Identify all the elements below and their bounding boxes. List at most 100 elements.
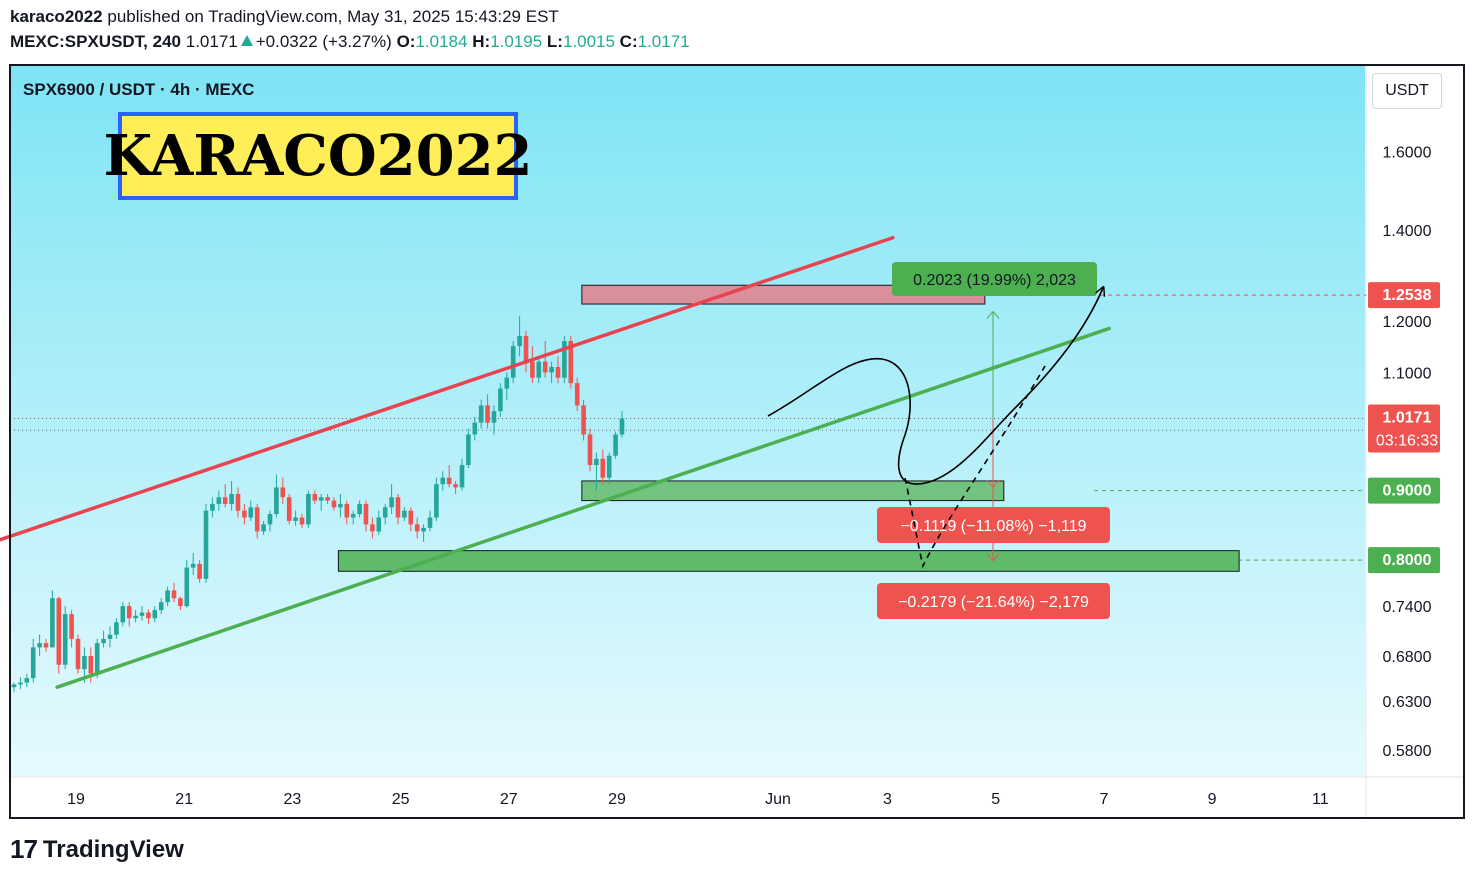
candle-body xyxy=(216,497,222,504)
ohlc-bar: MEXC:SPXUSDT, 240 1.0171 +0.0322 (+3.27%)… xyxy=(10,32,690,52)
candle-body xyxy=(248,507,254,518)
candle-body xyxy=(171,590,177,599)
x-tick-label: 19 xyxy=(67,791,85,808)
measure-down-arrow-icon xyxy=(986,553,1000,562)
candle-body xyxy=(562,340,567,378)
candle-body xyxy=(190,563,196,568)
y-tick-label: 0.6800 xyxy=(1383,649,1432,666)
measure-label-box xyxy=(892,262,1097,296)
price-label-tag xyxy=(1368,547,1440,574)
open-value: 1.0184 xyxy=(415,32,468,51)
candle-body xyxy=(158,602,164,611)
candle-body xyxy=(536,361,542,378)
price-label-tag xyxy=(1368,477,1440,504)
measure-down-arrow-icon xyxy=(986,479,1000,489)
close-value: 1.0171 xyxy=(637,32,690,51)
candle-body xyxy=(485,405,490,423)
candle-body xyxy=(331,500,337,508)
candle-body xyxy=(280,487,286,498)
candle-body xyxy=(293,517,298,521)
candle-body xyxy=(523,335,529,362)
candle-body xyxy=(261,524,266,532)
y-tick-label: 0.6300 xyxy=(1383,694,1432,711)
price-change: +0.0322 (+3.27%) xyxy=(255,32,392,51)
up-triangle-icon xyxy=(240,35,253,46)
price-label-tag xyxy=(1368,282,1440,309)
projection-path-dashed xyxy=(904,365,1046,569)
resistance-trendline xyxy=(0,235,895,542)
candle-body xyxy=(11,684,17,688)
candle-body xyxy=(62,614,68,665)
candle-body xyxy=(299,517,305,525)
candle-body xyxy=(184,567,190,607)
x-tick-label: 7 xyxy=(1099,791,1108,808)
x-tick-label: 21 xyxy=(175,791,193,808)
candle-body xyxy=(459,465,465,488)
publish-info: karaco2022 published on TradingView.com,… xyxy=(10,7,559,27)
candle-body xyxy=(75,638,81,670)
tradingview-wordmark: TradingView xyxy=(42,835,184,863)
measure-up-arrow-icon xyxy=(986,310,1000,319)
candle-body xyxy=(517,335,522,347)
candle-body xyxy=(133,615,138,619)
candle-body xyxy=(338,503,343,508)
tradingview-logo-icon: 17 xyxy=(10,834,38,864)
publish-text: published on TradingView.com, May 31, 20… xyxy=(107,7,559,26)
candle-body xyxy=(382,507,388,518)
candle-body xyxy=(203,510,209,579)
candle-body xyxy=(542,361,548,373)
candle-body xyxy=(414,524,420,532)
high-key: H: xyxy=(472,32,491,51)
candle-body xyxy=(510,346,516,378)
candle-body xyxy=(88,656,94,674)
x-tick-label: 23 xyxy=(284,791,302,808)
candle-body xyxy=(69,614,74,639)
candle-body xyxy=(152,610,158,619)
candle-body xyxy=(318,497,324,501)
candle-body xyxy=(600,458,606,478)
candle-body xyxy=(453,484,458,488)
candle-body xyxy=(254,507,260,532)
last-price: 1.0171 xyxy=(185,32,238,51)
candle-body xyxy=(594,458,599,466)
chart-frame xyxy=(9,64,1465,819)
y-tick-label: 1.4000 xyxy=(1383,223,1432,240)
candle-body xyxy=(101,638,106,644)
footer-brand[interactable]: 17 TradingView xyxy=(10,834,184,865)
candle-body xyxy=(56,598,62,665)
candle-body xyxy=(24,678,30,683)
projection-path-solid xyxy=(767,288,1103,485)
high-value: 1.0195 xyxy=(490,32,543,51)
candle-body xyxy=(389,497,394,508)
candle-body xyxy=(363,503,369,525)
candle-body xyxy=(37,643,42,648)
measure-label-box xyxy=(877,583,1110,619)
x-tick-label: 29 xyxy=(608,791,626,808)
candle-body xyxy=(146,612,151,619)
candle-body xyxy=(370,524,375,532)
countdown-timer: 03:16:33 xyxy=(1376,433,1438,450)
x-tick-label: 9 xyxy=(1208,791,1217,808)
support-zone-2 xyxy=(337,550,1240,572)
close-key: C: xyxy=(619,32,638,51)
candle-body xyxy=(235,493,241,511)
low-value: 1.0015 xyxy=(562,32,615,51)
candle-body xyxy=(504,377,510,389)
candle-body xyxy=(478,405,484,423)
x-tick-label: Jun xyxy=(765,791,791,808)
author-name[interactable]: karaco2022 xyxy=(10,7,103,26)
y-tick-label: 1.2000 xyxy=(1383,314,1432,331)
candle-body xyxy=(43,643,49,648)
candle-body xyxy=(165,590,170,603)
candle-body xyxy=(306,493,311,525)
candle-body xyxy=(472,422,478,435)
candle-body xyxy=(325,497,330,501)
candle-body xyxy=(555,366,561,378)
candle-body xyxy=(210,503,215,511)
currency-button[interactable]: USDT xyxy=(1372,73,1442,109)
support-zone-1 xyxy=(581,480,1005,502)
candle-body xyxy=(178,598,183,607)
candle-body xyxy=(274,487,279,515)
candle-body xyxy=(222,497,228,504)
